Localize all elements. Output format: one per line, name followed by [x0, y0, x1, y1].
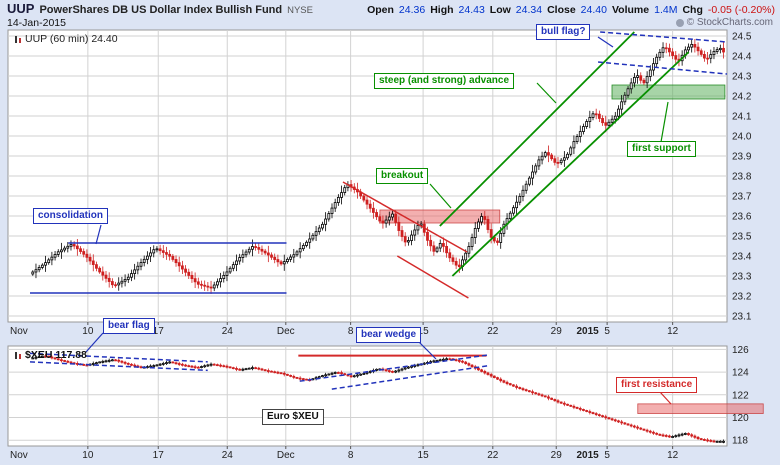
svg-text:Dec: Dec	[277, 326, 295, 337]
svg-text:17: 17	[153, 450, 165, 461]
stockcharts-logo-icon	[675, 18, 684, 27]
svg-text:5: 5	[604, 450, 610, 461]
annotation-bear-wedge: bear wedge	[356, 327, 422, 343]
annotation-consolidation: consolidation	[33, 208, 108, 224]
series-icon	[15, 35, 21, 43]
svg-text:29: 29	[551, 450, 563, 461]
volume-label: Volume	[611, 4, 650, 16]
svg-text:23.3: 23.3	[732, 272, 752, 283]
svg-text:12: 12	[667, 450, 679, 461]
fund-name: PowerShares DB US Dollar Index Bullish F…	[39, 4, 283, 16]
svg-text:8: 8	[348, 326, 354, 337]
svg-text:22: 22	[487, 326, 499, 337]
quote-summary: Open 24.36 High 24.43 Low 24.34 Close 24…	[367, 4, 775, 16]
annotation-bull-flag: bull flag?	[536, 24, 591, 40]
chart-header: UUP PowerShares DB US Dollar Index Bulli…	[7, 1, 775, 16]
svg-text:24.4: 24.4	[732, 52, 752, 63]
main-zones	[379, 84, 726, 224]
svg-text:23.5: 23.5	[732, 232, 752, 243]
close-value: 24.40	[580, 4, 607, 16]
svg-text:10: 10	[82, 450, 94, 461]
series-icon	[15, 351, 21, 359]
svg-text:23.2: 23.2	[732, 292, 752, 303]
svg-text:24.1: 24.1	[732, 112, 752, 123]
lower-chart-group: 126 124 122 120 118 Nov 10 17 24 Dec 8 15 22 29 2015 5 1…	[7, 345, 764, 461]
svg-text:24.3: 24.3	[732, 72, 752, 83]
svg-text:15: 15	[418, 326, 430, 337]
chg-value: -0.05 (-0.20%)	[707, 4, 775, 16]
svg-text:24.0: 24.0	[732, 132, 752, 143]
annotation-steep-advance: steep (and strong) advance	[374, 73, 515, 89]
main-candlesticks	[31, 39, 725, 295]
ticker-symbol: UUP	[7, 1, 35, 16]
svg-text:23.8: 23.8	[732, 172, 752, 183]
exchange-label: NYSE	[287, 5, 313, 16]
svg-text:120: 120	[732, 413, 749, 424]
euro-series-label: $XEU 117.88	[14, 349, 87, 361]
svg-text:8: 8	[348, 450, 354, 461]
svg-text:24: 24	[222, 450, 234, 461]
svg-text:2015: 2015	[576, 326, 599, 337]
lower-gridlines	[8, 346, 727, 449]
main-trendlines	[30, 31, 728, 299]
open-label: Open	[367, 4, 394, 16]
main-chart-group: 24.5 24.4 24.3 24.2 24.1 24.0 23.9 23.8 23.7 23.6…	[7, 29, 752, 338]
close-label: Close	[547, 4, 576, 16]
high-label: High	[430, 4, 454, 16]
annotation-bear-flag: bear flag	[103, 318, 155, 334]
annotation-first-resistance: first resistance	[616, 377, 698, 393]
svg-text:23.4: 23.4	[732, 252, 752, 263]
svg-text:2015: 2015	[576, 450, 599, 461]
volume-value: 1.4M	[654, 4, 678, 16]
lower-axis-labels: 126 124 122 120 118 Nov 10 17 24 Dec 8 15 22 29 2015 5 1…	[10, 345, 749, 461]
svg-text:22: 22	[487, 450, 499, 461]
main-series-text: UUP (60 min) 24.40	[25, 33, 118, 45]
svg-text:23.1: 23.1	[732, 312, 752, 323]
lower-zones	[637, 403, 764, 414]
svg-text:Nov: Nov	[10, 450, 28, 461]
low-value: 24.34	[515, 4, 543, 16]
main-axis-labels: 24.5 24.4 24.3 24.2 24.1 24.0 23.9 23.8 23.7 23.6…	[10, 32, 752, 338]
svg-text:126: 126	[732, 345, 749, 356]
chart-subheader: 14-Jan-2015 © StockCharts.com	[7, 16, 773, 29]
svg-text:24: 24	[222, 326, 234, 337]
open-value: 24.36	[398, 4, 426, 16]
svg-text:Dec: Dec	[277, 450, 295, 461]
low-label: Low	[489, 4, 511, 16]
svg-text:15: 15	[418, 450, 430, 461]
svg-text:29: 29	[551, 326, 563, 337]
chart-date: 14-Jan-2015	[7, 16, 66, 29]
copyright: © StockCharts.com	[675, 17, 773, 28]
annotation-breakout: breakout	[376, 168, 429, 184]
annotation-pointer-lines	[85, 36, 672, 405]
svg-text:23.9: 23.9	[732, 152, 752, 163]
svg-text:24.5: 24.5	[732, 32, 752, 43]
svg-text:122: 122	[732, 390, 749, 401]
annotation-first-support: first support	[627, 141, 696, 157]
svg-text:17: 17	[153, 326, 165, 337]
svg-text:23.7: 23.7	[732, 192, 752, 203]
chg-label: Chg	[682, 4, 703, 16]
annotation-euro-xeu: Euro $XEU	[262, 409, 324, 425]
high-value: 24.43	[458, 4, 485, 16]
lower-trendlines	[29, 352, 488, 390]
main-series-label: UUP (60 min) 24.40	[14, 33, 118, 45]
svg-text:12: 12	[667, 326, 679, 337]
svg-text:10: 10	[82, 326, 94, 337]
euro-series-text: $XEU 117.88	[25, 349, 87, 361]
svg-text:24.2: 24.2	[732, 92, 752, 103]
svg-text:5: 5	[604, 326, 610, 337]
lower-candlesticks	[31, 354, 725, 444]
svg-text:Nov: Nov	[10, 326, 28, 337]
copyright-text: © StockCharts.com	[686, 17, 773, 28]
svg-text:23.6: 23.6	[732, 212, 752, 223]
svg-text:118: 118	[732, 436, 748, 447]
svg-text:124: 124	[732, 368, 749, 379]
